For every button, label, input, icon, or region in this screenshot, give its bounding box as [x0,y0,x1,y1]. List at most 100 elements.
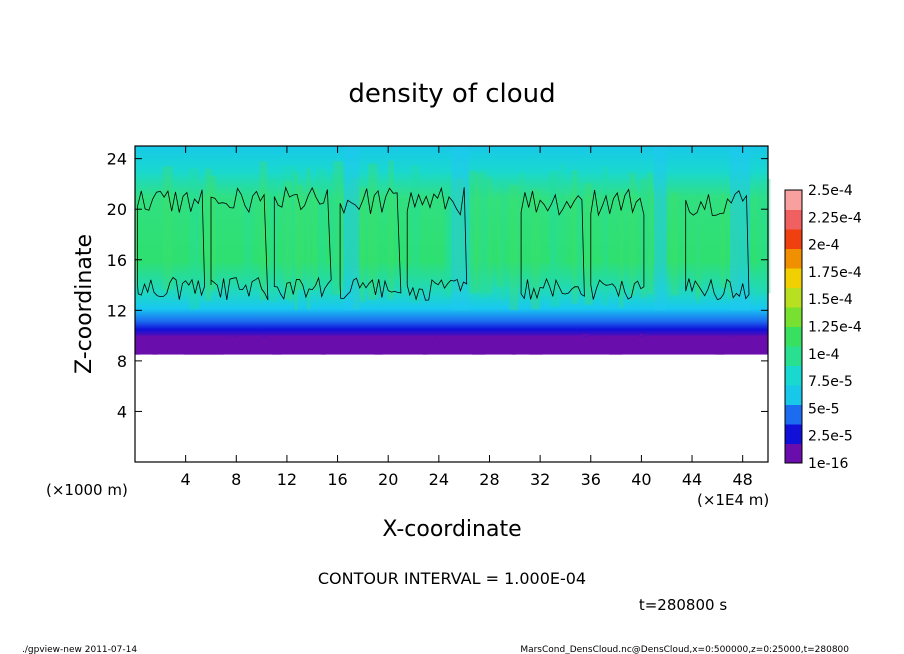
colorbar-swatch [785,404,802,425]
x-unit-left: (×1000 m) [46,481,128,499]
field-streak [243,185,253,287]
field-streak [368,163,378,300]
plot-frame [134,145,769,463]
field-plume [654,146,667,311]
field-streak [695,194,700,301]
field-streak [475,173,485,293]
field-streak [670,192,679,296]
field-streak [162,166,173,291]
field-streak [644,185,652,291]
colorbar-swatch [785,190,802,210]
field-streak [306,167,311,310]
footer-left: ./gpview-new 2011-07-14 [22,645,137,654]
x-axis: 4 8 12 16 20 24 28 32 36 40 44 48 [181,146,753,489]
x-tick-label: 20 [378,470,398,489]
colorbar-swatch [785,287,802,308]
plot-area [134,145,771,463]
field-streak [339,165,347,291]
field-streak [584,183,593,305]
field-streak [333,161,343,295]
field-streak [196,191,200,308]
field-streak [478,169,489,298]
contour-line [339,187,402,299]
colorbar-label: 2.5e-4 [808,183,853,199]
field-plume [730,146,751,311]
chart-title: density of cloud [348,79,555,109]
colorbar-label: 1.75e-4 [808,265,862,281]
x-tick-label: 24 [429,470,449,489]
colorbar-swatch [785,443,802,464]
y-tick-label: 20 [107,200,127,219]
colorbar-swatch [785,365,802,386]
x-tick-label: 32 [530,470,550,489]
field-streak [209,175,216,291]
field-streak [530,189,540,310]
colorbar-label: 7.5e-5 [808,374,853,390]
colorbar-label: 2e-4 [808,238,840,254]
y-tick-label: 16 [107,251,127,270]
field-streak [283,181,293,300]
field-streak [549,172,555,286]
colorbar-label: 1.25e-4 [808,320,862,336]
field-streak [720,192,725,288]
field-streak [640,184,645,289]
field-streak [312,188,318,291]
x-tick-label: 4 [181,470,191,489]
field-streak [443,188,454,298]
y-tick-label: 12 [107,301,127,320]
field-streak [561,163,565,293]
x-tick-label: 40 [631,470,651,489]
contour-line [685,190,750,301]
contour-line [210,187,269,301]
contour-line [520,190,585,300]
field-streak [696,196,702,295]
field-streak [446,174,451,294]
field-plume [343,146,360,311]
colorbar-label: 5e-5 [808,401,839,417]
colorbar-swatch [785,268,802,288]
colorbar-swatch [785,346,802,366]
cloud-base-fringe [135,333,768,355]
contour-line [590,188,645,300]
field-streak [762,178,771,294]
field-streak [205,168,212,302]
colorbar-label: 1.5e-4 [808,292,853,308]
colorbar-swatch [785,326,802,347]
field-streak [520,172,523,294]
footer-right: MarsCond_DensCloud.nc@DensCloud,x=0:5000… [520,645,849,654]
y-tick-label: 4 [117,402,127,421]
field-streak [288,166,295,303]
contour-line [137,189,206,300]
colorbar-swatch [785,229,802,249]
field-streak [509,184,519,311]
x-unit-right: (×1E4 m) [697,491,769,509]
contour-line [406,186,468,301]
field-streak [295,184,304,290]
field-streak [757,187,762,296]
contour-interval-text: CONTOUR INTERVAL = 1.000E-04 [318,569,586,588]
field-streak [500,180,506,300]
field-streak [572,170,578,304]
x-tick-label: 44 [682,470,702,489]
colorbar-label: 1e-16 [808,456,848,472]
field-streak [696,191,701,305]
density-field [135,146,771,355]
field-streak [469,170,477,294]
contour-line [273,186,332,300]
field-streak [329,173,338,295]
y-tick-label: 8 [117,352,127,371]
colorbar-swatch [785,248,802,269]
contour-lines [137,186,750,301]
colorbar-swatch [785,307,802,327]
colorbar-swatch [785,424,802,444]
colorbar-swatch [785,209,802,230]
field-streak [317,168,326,287]
field-streak [269,179,278,303]
x-tick-label: 12 [277,470,297,489]
field-streak [410,165,420,303]
field-streak [576,189,584,290]
field-streak [647,172,653,295]
field-streak [294,171,298,311]
colorbar: 2.5e-4 2.25e-4 2e-4 1.75e-4 1.5e-4 1.25e-4 1e-… [784,183,862,472]
